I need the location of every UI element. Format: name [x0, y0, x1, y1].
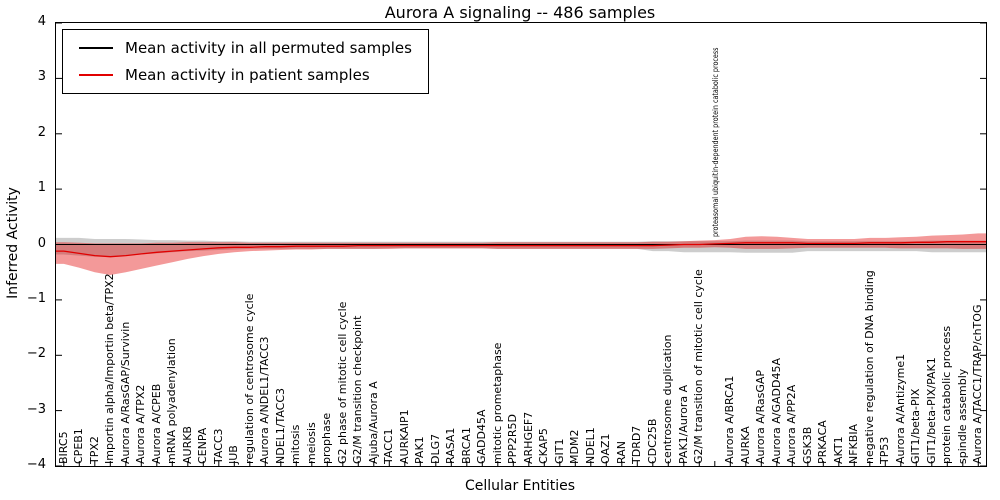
x-category-label: Aurora A/TACC1/TRAP/chTOG [971, 304, 985, 464]
x-category-label: Aurora A/BRCA1 [723, 375, 737, 464]
x-category-label: Aurora A/RasGAP [754, 369, 768, 464]
x-category-label: AURKAIP1 [397, 409, 411, 464]
x-category-label: DLG7 [428, 433, 442, 464]
x-category-label: prophase [320, 412, 334, 464]
legend: Mean activity in all permuted samples Me… [62, 29, 429, 94]
x-category-label: proteasomal ubiquitin-dependent protein … [710, 47, 720, 237]
permuted-line-swatch [79, 47, 113, 49]
y-tick-label: 3 [37, 69, 46, 85]
x-category-label: RASA1 [444, 427, 458, 464]
x-category-label: CDC25B [645, 418, 659, 464]
x-category-label: PPP2R5D [506, 413, 520, 464]
x-category-label: spindle assembly [955, 368, 969, 464]
x-category-label: PAK1 [413, 436, 427, 464]
y-tick-label: 2 [37, 124, 46, 140]
y-tick-label: −2 [26, 346, 46, 362]
x-category-label: TDRD7 [630, 425, 644, 464]
chart-title: Aurora A signaling -- 486 samples [384, 3, 656, 22]
x-category-label: Aurora A/CPEB [149, 383, 163, 464]
x-category-label: Aurora A/GADD45A [769, 357, 783, 464]
x-axis-label: Cellular Entities [464, 478, 576, 494]
legend-item-permuted: Mean activity in all permuted samples [79, 39, 412, 57]
y-tick-label: 1 [37, 180, 46, 196]
x-category-label: NFKBIA [847, 423, 861, 464]
x-category-label: GADD45A [475, 409, 489, 464]
x-category-label: AURKB [180, 426, 194, 464]
x-category-label: Importin alpha/Importin beta/TPX2 [103, 273, 117, 464]
x-category-label: TPX2 [87, 436, 101, 464]
x-category-label: BIRC5 [56, 431, 70, 464]
patient-mean-line [56, 241, 986, 258]
x-category-label: MDM2 [568, 429, 582, 464]
x-category-label: AKT1 [831, 436, 845, 464]
x-category-label: Aurora A/NDEL1/TACC3 [258, 336, 272, 464]
y-tick-label: 4 [37, 14, 46, 29]
x-category-label: TACC3 [211, 428, 225, 464]
x-category-label: BRCA1 [459, 427, 473, 464]
legend-label-permuted: Mean activity in all permuted samples [125, 39, 412, 57]
x-category-label: CPEB1 [72, 428, 86, 464]
x-category-label: CENPA [196, 427, 210, 464]
x-category-label: centrosome duplication [661, 334, 675, 464]
x-category-label: PRKACA [816, 420, 830, 464]
x-category-label: Ajuba/Aurora A [366, 381, 380, 464]
y-tick-label: −3 [26, 401, 46, 417]
x-category-label: GSK3B [800, 426, 814, 464]
plot-area: BIRC5 CPEB1 TPX2 Importin alpha/Importin be… [55, 22, 987, 467]
x-category-label: ARHGEF7 [521, 411, 535, 464]
x-category-label: RAN [614, 441, 628, 464]
y-tick-label: −1 [26, 290, 46, 306]
x-category-label: Aurora A/TPX2 [134, 384, 148, 464]
x-category-label: OAZ1 [599, 433, 613, 464]
x-category-label: mitosis [289, 424, 303, 464]
x-category-label: mitotic prometaphase [490, 342, 504, 464]
x-category-label: Aurora A/Antizyme1 [893, 353, 907, 464]
chart-canvas [56, 23, 986, 466]
legend-item-patient: Mean activity in patient samples [79, 66, 412, 84]
x-category-label: NDEL1 [583, 427, 597, 464]
x-category-label: G2/M transition checkpoint [351, 315, 365, 464]
patient-band [56, 233, 986, 275]
x-category-label: G2/M transition of mitotic cell cycle [692, 269, 706, 464]
x-category-label: mRNA polyadenylation [165, 338, 179, 464]
legend-label-patient: Mean activity in patient samples [125, 66, 370, 84]
x-category-label: JUB [227, 445, 241, 464]
x-category-label: Aurora A/RasGAP/Survivin [118, 321, 132, 464]
x-category-label: GIT1/beta-PIX [909, 388, 923, 464]
x-category-label: CKAP5 [537, 428, 551, 464]
x-category-label: GIT1/beta-PIX/PAK1 [924, 357, 938, 464]
patient-line-swatch [79, 74, 113, 76]
x-category-label: NDEL1/TACC3 [273, 387, 287, 464]
x-category-label: regulation of centrosome cycle [242, 293, 256, 464]
x-category-label: TP53 [878, 436, 892, 464]
x-category-label: AURKA [738, 426, 752, 464]
x-category-label: meiosis [304, 422, 318, 464]
x-category-label: negative regulation of DNA binding [862, 270, 876, 464]
y-tick-label: 0 [37, 235, 46, 251]
x-category-label: GIT1 [552, 438, 566, 465]
x-category-label: Aurora A/PP2A [785, 384, 799, 464]
x-category-label: PAK1/Aurora A [676, 384, 690, 464]
y-tick-label: −4 [26, 457, 46, 472]
x-category-label: G2 phase of mitotic cell cycle [335, 301, 349, 464]
x-category-label: protein catabolic process [940, 325, 954, 464]
x-category-label: TACC1 [382, 428, 396, 464]
